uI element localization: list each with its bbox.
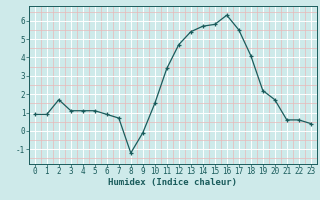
- X-axis label: Humidex (Indice chaleur): Humidex (Indice chaleur): [108, 178, 237, 187]
